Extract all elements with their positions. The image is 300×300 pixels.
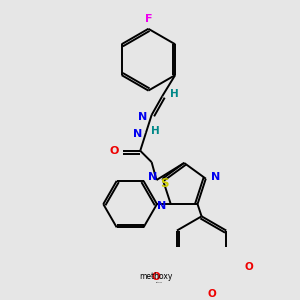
Text: H: H [151, 126, 160, 136]
Text: S: S [160, 177, 169, 190]
Text: N: N [138, 112, 148, 122]
Text: methoxy3: methoxy3 [156, 282, 164, 283]
Text: methoxy: methoxy [139, 272, 172, 281]
Text: O: O [207, 290, 216, 299]
Text: N: N [134, 130, 143, 140]
Text: methoxy: methoxy [149, 276, 156, 277]
Text: N: N [148, 172, 157, 182]
Text: H: H [169, 89, 178, 99]
Text: N: N [212, 172, 221, 182]
Text: O: O [245, 262, 254, 272]
Text: O: O [110, 146, 119, 156]
Text: O: O [151, 272, 160, 282]
Text: N: N [157, 201, 166, 211]
Text: F: F [145, 14, 152, 24]
